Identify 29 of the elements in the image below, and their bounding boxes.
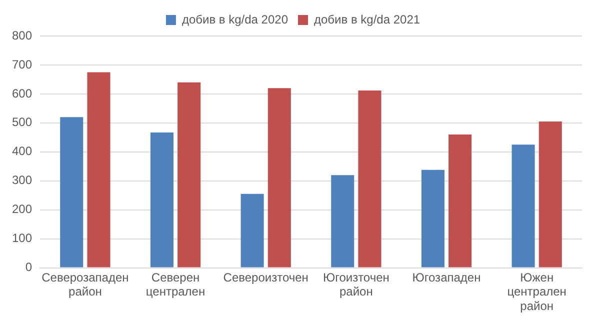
bar: [331, 175, 354, 268]
bar: [448, 134, 472, 268]
y-tick-label: 400: [12, 144, 32, 158]
x-tick-label: Североизточен: [223, 270, 308, 284]
y-tick-label: 600: [12, 86, 32, 100]
bar: [240, 194, 264, 268]
x-tick-label: Северен централен: [146, 270, 206, 299]
x-tick-label: Северозападен район: [42, 270, 129, 299]
bar: [512, 144, 535, 268]
bar: [538, 121, 562, 268]
legend-label: добив в kg/da 2021: [314, 12, 420, 26]
bar: [178, 82, 201, 268]
bar: [421, 170, 444, 268]
y-tick-label: 500: [12, 115, 32, 130]
y-tick-label: 0: [25, 260, 32, 274]
bar: [358, 90, 382, 268]
legend-label: добив в kg/da 2020: [182, 12, 288, 26]
y-tick-label: 300: [12, 173, 32, 188]
x-tick-label: Югозападен: [412, 270, 481, 284]
bar: [60, 117, 84, 268]
x-tick-label: Южен централен район: [507, 270, 566, 314]
y-tick-label: 800: [12, 28, 32, 42]
bar: [268, 88, 291, 268]
y-tick-label: 700: [12, 57, 32, 72]
y-tick-label: 100: [12, 231, 32, 246]
bar: [150, 132, 174, 268]
bar: [87, 72, 110, 268]
y-tick-label: 200: [12, 202, 32, 216]
x-tick-label: Югоизточен район: [322, 270, 390, 299]
